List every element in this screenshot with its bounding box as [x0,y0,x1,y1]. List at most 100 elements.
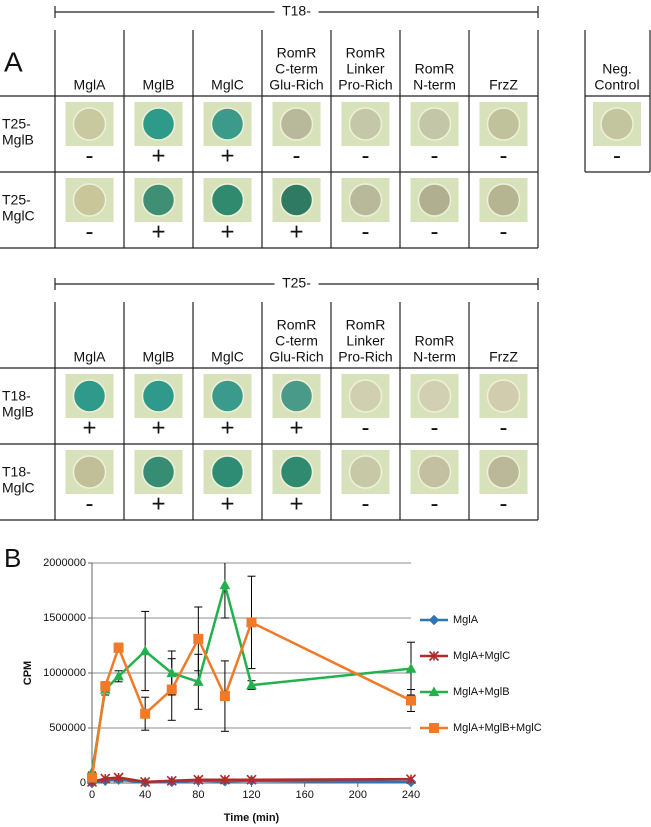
colony [210,379,245,413]
result-sign: - [362,490,370,517]
colony [210,107,245,141]
column-header: MglB [143,77,175,93]
colony [417,107,452,141]
marker [428,614,440,626]
result-sign: + [151,218,165,245]
marker [428,650,440,662]
bracket-gap [274,3,319,21]
marker [100,773,111,784]
colony [279,107,314,141]
column-header: Glu-Rich [269,349,323,365]
result-sign: + [289,490,303,517]
colony [486,379,521,413]
y-tick-label: 1000000 [43,667,86,679]
marker [219,691,230,702]
result-sign: - [362,218,370,245]
row-label: T18- [2,388,31,404]
panel-label: A [4,46,23,77]
marker [428,686,440,697]
column-header: Pro-Rich [338,77,392,93]
result-sign: + [289,218,303,245]
marker [429,723,439,733]
error-bar [220,563,229,619]
colony [210,455,245,489]
colony [141,379,176,413]
row-label: MglC [2,208,35,224]
legend-label: MglA+MglB+MglC [453,722,542,734]
column-header: RomR [346,317,386,333]
result-sign: + [289,414,303,441]
colony [348,379,383,413]
result-sign: - [86,490,94,517]
result-sign: + [151,490,165,517]
column-header: FrzZ [489,349,518,365]
result-sign: - [362,414,370,441]
column-header: N-term [413,77,456,93]
result-sign: + [151,414,165,441]
group-label: T18- [282,3,311,19]
result-sign: - [362,142,370,169]
column-header: RomR [277,317,317,333]
x-tick-label: 80 [192,789,204,801]
marker [100,681,111,692]
column-header: MglA [74,77,107,93]
marker [246,774,257,785]
colony [600,107,634,141]
column-header: RomR [415,333,455,349]
colony [348,455,383,489]
marker [405,774,417,785]
x-tick-label: 160 [295,789,313,801]
colony [279,183,314,217]
result-sign: - [431,490,439,517]
result-sign: - [613,142,621,169]
group-label: T25- [282,275,311,291]
column-header: RomR [415,61,455,77]
marker [166,775,177,786]
marker [140,776,151,787]
column-header: RomR [277,45,317,61]
marker [219,579,231,590]
row-label: T25- [2,116,31,132]
marker [406,695,416,706]
row-label: T25- [2,192,31,208]
row-label: MglB [2,404,34,420]
result-sign: - [500,490,508,517]
result-sign: + [82,414,96,441]
result-sign: - [500,218,508,245]
marker [140,708,151,719]
marker [113,772,124,783]
marker [113,642,124,653]
y-tick-label: 0 [80,777,86,789]
colony [72,107,107,141]
result-sign: - [293,142,301,169]
colony [486,183,521,217]
marker [405,663,417,673]
result-sign: - [431,218,439,245]
marker [193,633,204,644]
colony [348,107,383,141]
colony [486,107,521,141]
result-sign: - [500,142,508,169]
result-sign: - [431,142,439,169]
bracket-gap [274,275,319,293]
marker [166,684,177,695]
result-sign: - [86,142,94,169]
marker [87,772,97,783]
column-header: MglA [74,349,107,365]
result-sign: - [500,414,508,441]
colony [141,107,176,141]
colony [279,379,314,413]
column-header: FrzZ [489,77,518,93]
colony [72,183,107,217]
column-header: Linker [346,61,384,77]
column-header: Glu-Rich [269,77,323,93]
marker [166,667,178,678]
x-tick-label: 0 [89,789,95,801]
colony [279,455,314,489]
column-header: Control [594,77,639,93]
colony [72,455,107,489]
column-header: C-term [275,61,318,77]
x-tick-label: 240 [402,789,420,801]
marker [192,676,204,686]
